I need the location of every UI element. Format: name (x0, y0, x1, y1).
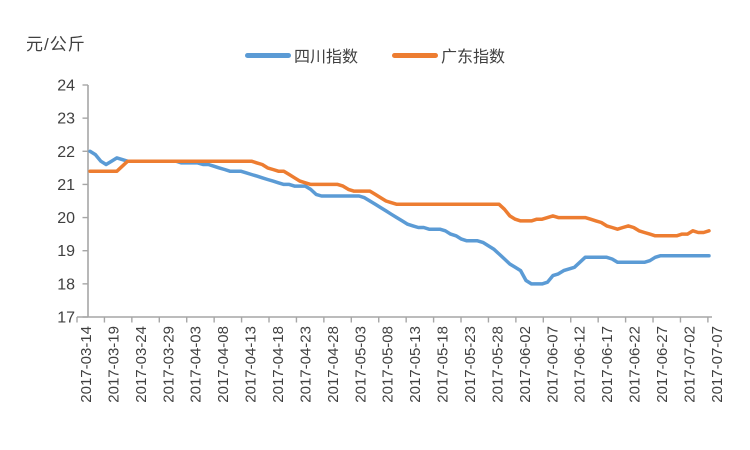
legend-item-sichuan[interactable]: 四川指数 (244, 43, 358, 67)
x-tick-label: 2017-06-12 (572, 326, 589, 403)
legend-line-marker-guangdong (392, 52, 438, 58)
x-tick-label: 2017-06-27 (654, 326, 671, 403)
y-tick-label: 21 (57, 177, 75, 194)
x-tick-label: 2017-05-23 (462, 326, 479, 403)
x-tick-label: 2017-07-02 (681, 326, 698, 403)
chart-legend: 四川指数 广东指数 (0, 44, 750, 66)
y-tick-label: 20 (57, 210, 75, 227)
x-tick-label: 2017-04-08 (215, 326, 232, 403)
y-tick-label: 24 (57, 78, 75, 95)
x-tick-label: 2017-07-07 (709, 326, 726, 403)
x-tick-label: 2017-06-22 (627, 326, 644, 403)
y-tick-label: 23 (57, 111, 75, 128)
y-tick-label: 19 (57, 243, 75, 260)
x-tick-label: 2017-04-03 (188, 326, 205, 403)
x-tick-label: 2017-04-23 (297, 326, 314, 403)
x-tick-label: 2017-05-03 (352, 326, 369, 403)
legend-label-guangdong: 广东指数 (441, 49, 506, 66)
y-tick-label: 18 (57, 276, 75, 293)
x-tick-label: 2017-06-07 (544, 326, 561, 403)
x-tick-label: 2017-06-02 (517, 326, 534, 403)
y-axis-unit-label: 元/公斤 (26, 35, 86, 54)
x-tick-label: 2017-04-18 (270, 326, 287, 403)
legend-label-sichuan: 四川指数 (293, 49, 358, 66)
x-tick-label: 2017-05-13 (407, 326, 424, 403)
x-tick-label: 2017-05-08 (380, 326, 397, 403)
y-tick-label: 22 (57, 144, 75, 161)
x-tick-label: 2017-03-29 (160, 326, 177, 403)
legend-line-marker-sichuan (244, 52, 291, 58)
x-tick-label: 2017-03-19 (105, 326, 122, 403)
x-tick-label: 2017-06-17 (599, 326, 616, 403)
x-tick-label: 2017-05-28 (489, 326, 506, 403)
x-tick-label: 2017-04-13 (243, 326, 260, 403)
series-line-sichuan (88, 149, 711, 286)
x-tick-label: 2017-03-14 (78, 326, 95, 403)
legend-item-guangdong[interactable]: 广东指数 (392, 43, 505, 67)
series-line-guangdong (88, 159, 711, 238)
x-tick-label: 2017-05-18 (435, 326, 452, 403)
x-tick-label: 2017-04-28 (325, 326, 342, 403)
y-tick-label: 17 (57, 310, 75, 327)
x-tick-label: 2017-03-24 (133, 326, 150, 403)
